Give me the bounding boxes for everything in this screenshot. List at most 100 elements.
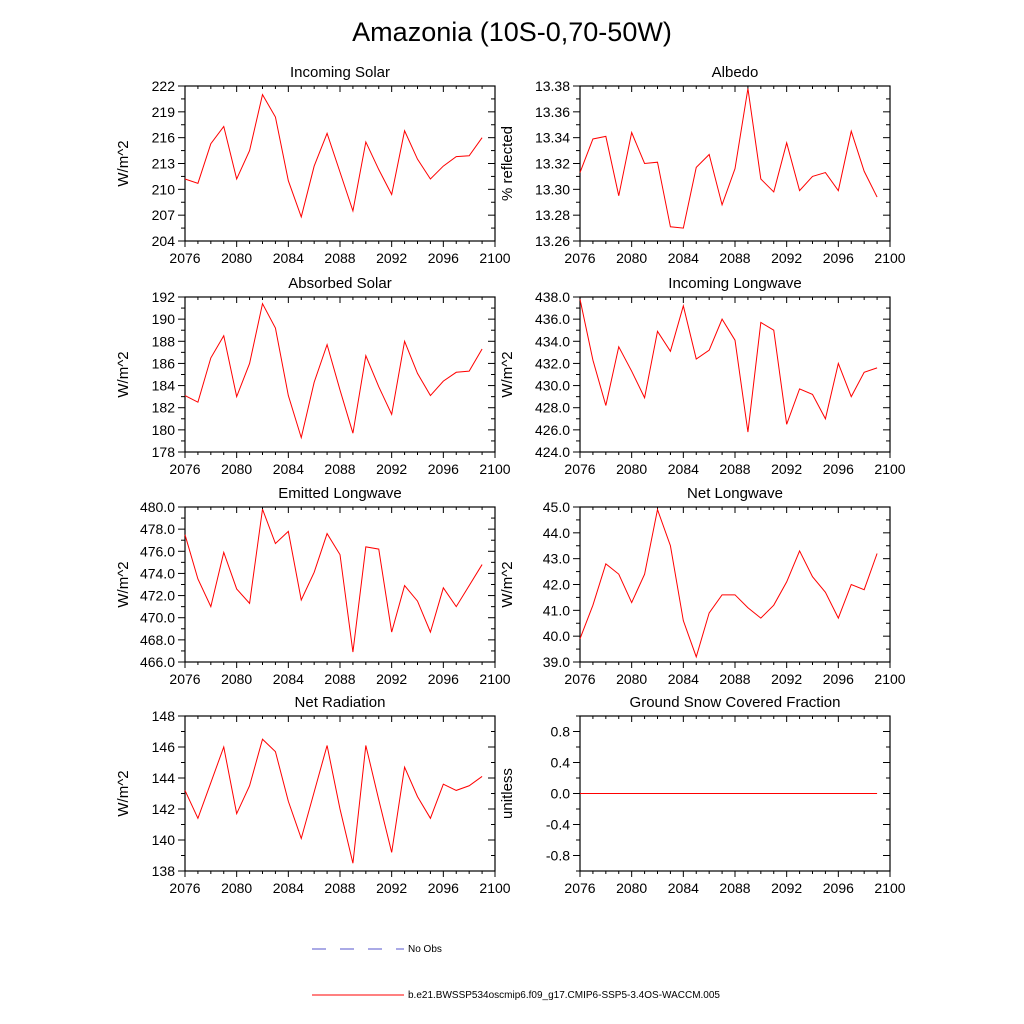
y-tick-label: 41.0 xyxy=(543,602,570,618)
y-tick-label: 468.0 xyxy=(140,632,175,648)
y-tick-label: 424.0 xyxy=(535,444,570,460)
x-tick-label: 2096 xyxy=(823,671,854,687)
x-tick-label: 2096 xyxy=(428,880,459,896)
y-tick-label: 207 xyxy=(152,207,176,223)
y-tick-label: 470.0 xyxy=(140,610,175,626)
y-tick-label: 13.32 xyxy=(535,156,570,172)
y-tick-label: -0.8 xyxy=(546,848,570,864)
x-tick-label: 2096 xyxy=(428,671,459,687)
y-tick-label: 204 xyxy=(152,233,176,249)
y-tick-label: 466.0 xyxy=(140,654,175,670)
x-tick-label: 2092 xyxy=(771,250,802,266)
x-tick-label: 2100 xyxy=(479,461,510,477)
x-tick-label: 2080 xyxy=(221,250,252,266)
x-tick-label: 2076 xyxy=(564,250,595,266)
x-tick-label: 2100 xyxy=(479,880,510,896)
series-line xyxy=(184,738,483,864)
y-tick-label: 39.0 xyxy=(543,654,570,670)
plot-frame xyxy=(184,506,496,663)
x-tick-label: 2092 xyxy=(771,461,802,477)
series-line xyxy=(184,302,483,440)
panel-title: Absorbed Solar xyxy=(288,275,391,292)
y-tick-label: 13.38 xyxy=(535,78,570,94)
y-tick-label: 45.0 xyxy=(543,499,570,515)
y-tick-label: 0.8 xyxy=(551,724,571,740)
plot-frame xyxy=(184,715,496,872)
y-axis-label: W/m^2 xyxy=(115,561,132,607)
x-tick-label: 2076 xyxy=(169,671,200,687)
y-tick-label: 146 xyxy=(152,739,176,755)
panel-5: 2076 2080 2084 2088 2092 2096 2100 466.0 468.0 47… xyxy=(115,485,511,687)
x-tick-label: 2100 xyxy=(479,250,510,266)
plot-frame xyxy=(579,296,891,453)
y-tick-label: 0.4 xyxy=(551,755,571,771)
y-tick-label: 438.0 xyxy=(535,289,570,305)
x-tick-label: 2080 xyxy=(616,671,647,687)
x-tick-label: 2076 xyxy=(169,880,200,896)
y-tick-label: -0.4 xyxy=(546,817,570,833)
y-tick-label: 192 xyxy=(152,289,176,305)
panels: 2076 2080 2084 2088 2092 2096 2100 204 207 210 213… xyxy=(115,64,906,896)
x-tick-label: 2088 xyxy=(719,461,750,477)
y-tick-label: 219 xyxy=(152,104,176,120)
y-tick-label: 44.0 xyxy=(543,525,570,541)
y-tick-label: 43.0 xyxy=(543,551,570,567)
y-axis-label: W/m^2 xyxy=(115,140,132,186)
series-line xyxy=(184,93,483,219)
series-line xyxy=(579,507,878,659)
panel-7: 2076 2080 2084 2088 2092 2096 2100 138 140 142 144… xyxy=(115,694,511,896)
y-tick-label: 478.0 xyxy=(140,521,175,537)
x-tick-label: 2076 xyxy=(169,461,200,477)
x-tick-label: 2100 xyxy=(874,880,905,896)
y-tick-label: 13.30 xyxy=(535,181,570,197)
x-tick-label: 2088 xyxy=(719,671,750,687)
y-tick-label: 184 xyxy=(152,378,176,394)
y-tick-label: 216 xyxy=(152,130,176,146)
panel-title: Net Radiation xyxy=(295,694,386,711)
y-axis-label: W/m^2 xyxy=(115,351,132,397)
x-tick-label: 2100 xyxy=(874,671,905,687)
y-tick-label: 144 xyxy=(152,770,176,786)
y-tick-label: 138 xyxy=(152,863,176,879)
x-tick-label: 2096 xyxy=(428,250,459,266)
x-tick-label: 2080 xyxy=(616,250,647,266)
x-tick-label: 2080 xyxy=(221,671,252,687)
figure-title: Amazonia (10S-0,70-50W) xyxy=(352,17,672,47)
x-tick-label: 2080 xyxy=(221,461,252,477)
y-tick-label: 480.0 xyxy=(140,499,175,515)
y-tick-label: 434.0 xyxy=(535,333,570,349)
y-tick-label: 13.26 xyxy=(535,233,570,249)
x-tick-label: 2088 xyxy=(324,461,355,477)
panel-3: 2076 2080 2084 2088 2092 2096 2100 178 180 182 184… xyxy=(115,275,511,477)
y-tick-label: 42.0 xyxy=(543,577,570,593)
y-tick-label: 426.0 xyxy=(535,422,570,438)
x-tick-label: 2088 xyxy=(324,671,355,687)
panel-4: 2076 2080 2084 2088 2092 2096 2100 424.0 426.0 42… xyxy=(499,275,906,477)
y-tick-label: 210 xyxy=(152,181,176,197)
y-tick-label: 0.0 xyxy=(551,786,571,802)
y-axis-label: W/m^2 xyxy=(499,561,516,607)
x-tick-label: 2088 xyxy=(719,880,750,896)
y-tick-label: 40.0 xyxy=(543,628,570,644)
y-tick-label: 476.0 xyxy=(140,543,175,559)
y-tick-label: 182 xyxy=(152,400,176,416)
y-axis-label: W/m^2 xyxy=(499,351,516,397)
y-axis-label: unitless xyxy=(499,768,516,819)
panel-title: Net Longwave xyxy=(687,485,783,502)
plot-frame xyxy=(579,85,891,242)
y-tick-label: 178 xyxy=(152,444,176,460)
x-tick-label: 2092 xyxy=(771,671,802,687)
x-tick-label: 2084 xyxy=(668,880,699,896)
x-tick-label: 2084 xyxy=(668,671,699,687)
x-tick-label: 2076 xyxy=(169,250,200,266)
x-tick-label: 2084 xyxy=(273,671,304,687)
x-tick-label: 2100 xyxy=(479,671,510,687)
legend: No Obs b.e21.BWSSP534oscmip6.f09_g17.CMI… xyxy=(312,944,720,1001)
x-tick-label: 2092 xyxy=(771,880,802,896)
x-tick-label: 2084 xyxy=(273,461,304,477)
panel-2: 2076 2080 2084 2088 2092 2096 2100 13.26 13.28 13… xyxy=(499,64,906,266)
x-tick-label: 2084 xyxy=(668,250,699,266)
x-tick-label: 2096 xyxy=(823,461,854,477)
y-tick-label: 190 xyxy=(152,311,176,327)
